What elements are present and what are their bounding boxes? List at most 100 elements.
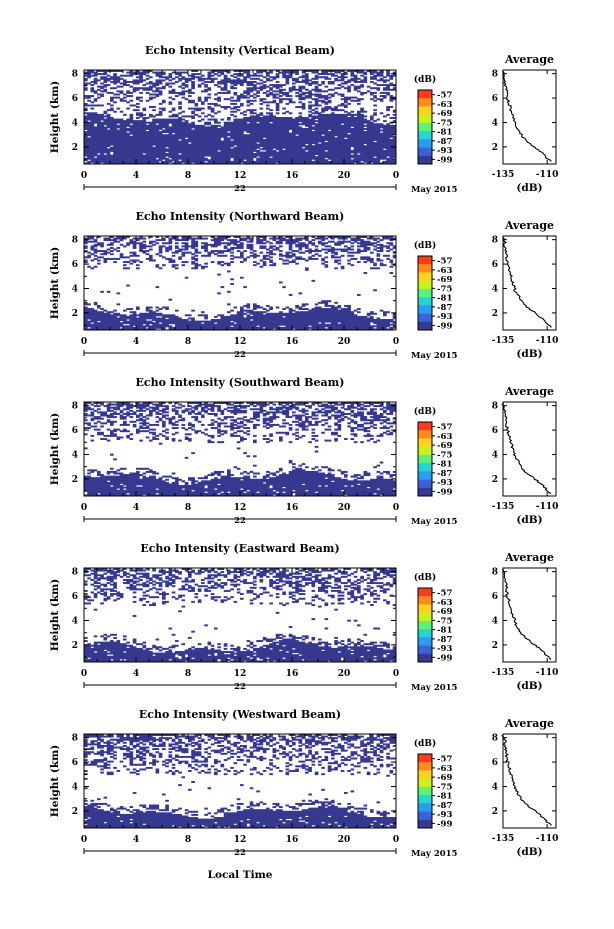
heatmap-cell <box>162 151 166 154</box>
heatmap-cell <box>360 142 364 145</box>
heatmap-cell <box>136 113 140 116</box>
heatmap-cell <box>243 134 247 137</box>
heatmap-cell <box>389 159 394 162</box>
heatmap-cell <box>321 160 325 163</box>
heatmap-cell <box>253 140 257 143</box>
heatmap-cell <box>370 151 374 154</box>
heatmap-cell <box>129 142 134 145</box>
heatmap-cell <box>253 117 257 119</box>
heatmap-cell <box>100 126 104 129</box>
heatmap-cell <box>340 151 345 154</box>
heatmap-cell <box>90 117 95 119</box>
heatmap-cell <box>178 160 182 163</box>
heatmap-cell <box>93 79 98 82</box>
heatmap-cell <box>129 126 134 129</box>
heatmap-cell <box>136 123 140 126</box>
heatmap-cell <box>201 159 205 162</box>
heatmap-cell <box>87 115 91 118</box>
heatmap-cell <box>314 80 319 83</box>
heatmap-cell <box>269 140 273 143</box>
heatmap-cell <box>152 149 156 152</box>
heatmap-cell <box>282 76 286 79</box>
heatmap-cell <box>269 109 273 112</box>
heatmap-cell <box>132 312 137 315</box>
heatmap-cell <box>84 77 88 80</box>
heatmap-cell <box>383 146 387 149</box>
heatmap-cell <box>171 145 176 148</box>
heatmap-cell <box>210 326 215 329</box>
heatmap-cell <box>217 80 221 83</box>
heatmap-cell <box>357 146 361 149</box>
heatmap-cell <box>155 80 160 83</box>
heatmap-cell <box>360 109 364 112</box>
heatmap-cell <box>175 309 179 312</box>
heatmap-cell <box>87 156 91 159</box>
heatmap-cell <box>266 315 270 318</box>
heatmap-cell <box>129 148 134 151</box>
heatmap-cell <box>357 148 361 151</box>
heatmap-cell <box>347 90 351 93</box>
heatmap-cell <box>318 134 322 137</box>
heatmap-cell <box>136 135 140 138</box>
heatmap-cell <box>269 142 273 145</box>
heatmap-cell <box>204 146 208 149</box>
heatmap-cell <box>201 74 205 77</box>
heatmap-cell <box>145 117 150 119</box>
heatmap-cell <box>285 146 290 149</box>
heatmap-cell <box>331 95 335 98</box>
heatmap-cell <box>259 306 264 309</box>
heatmap-cell <box>220 140 225 143</box>
heatmap-cell <box>197 325 202 328</box>
heatmap-cell <box>246 319 251 321</box>
heatmap-cell <box>145 148 150 151</box>
heatmap-cell <box>340 154 345 157</box>
heatmap-cell <box>178 143 182 146</box>
heatmap-cell <box>158 245 163 248</box>
heatmap-cell <box>379 140 384 143</box>
heatmap-cell <box>178 250 182 253</box>
heatmap-cell <box>162 239 166 242</box>
heatmap-cell <box>210 236 215 238</box>
heatmap-cell <box>175 239 179 242</box>
heatmap-cell <box>145 156 150 159</box>
heatmap-cell <box>152 85 156 88</box>
heatmap-cell <box>113 153 117 155</box>
heatmap-cell <box>350 138 355 141</box>
heatmap-cell <box>139 96 143 99</box>
heatmap-cell <box>119 143 124 146</box>
heatmap-cell <box>155 140 160 143</box>
heatmap-cell <box>347 98 351 101</box>
heatmap-cell <box>97 312 101 315</box>
heatmap-cell <box>279 131 283 134</box>
heatmap-cell <box>194 251 199 254</box>
heatmap-cell <box>233 73 238 76</box>
heatmap-cell <box>370 127 374 130</box>
heatmap-cell <box>136 126 140 129</box>
heatmap-cell <box>292 129 296 132</box>
heatmap-cell <box>295 91 299 94</box>
heatmap-cell <box>188 322 192 325</box>
heatmap-cell <box>165 127 169 130</box>
heatmap-cell <box>197 134 202 137</box>
heatmap-cell <box>145 132 150 135</box>
heatmap-cell <box>318 162 322 165</box>
heatmap-cell <box>201 246 205 249</box>
heatmap-cell <box>113 124 117 127</box>
heatmap-cell <box>171 131 176 134</box>
heatmap-cell <box>220 82 225 85</box>
heatmap-cell <box>136 308 140 311</box>
heatmap-cell <box>158 246 163 249</box>
heatmap-cell <box>292 131 296 134</box>
heatmap-cell <box>282 88 286 91</box>
heatmap-cell <box>100 124 104 127</box>
heatmap-cell <box>184 135 189 138</box>
heatmap-cell <box>282 126 286 129</box>
heatmap-cell <box>220 326 225 329</box>
heatmap-cell <box>93 113 98 116</box>
heatmap-cell <box>295 137 299 140</box>
heatmap-cell <box>340 131 345 134</box>
heatmap-cell <box>275 118 280 121</box>
heatmap-cell <box>116 246 121 249</box>
heatmap-cell <box>119 138 124 141</box>
heatmap-cell <box>217 242 221 245</box>
